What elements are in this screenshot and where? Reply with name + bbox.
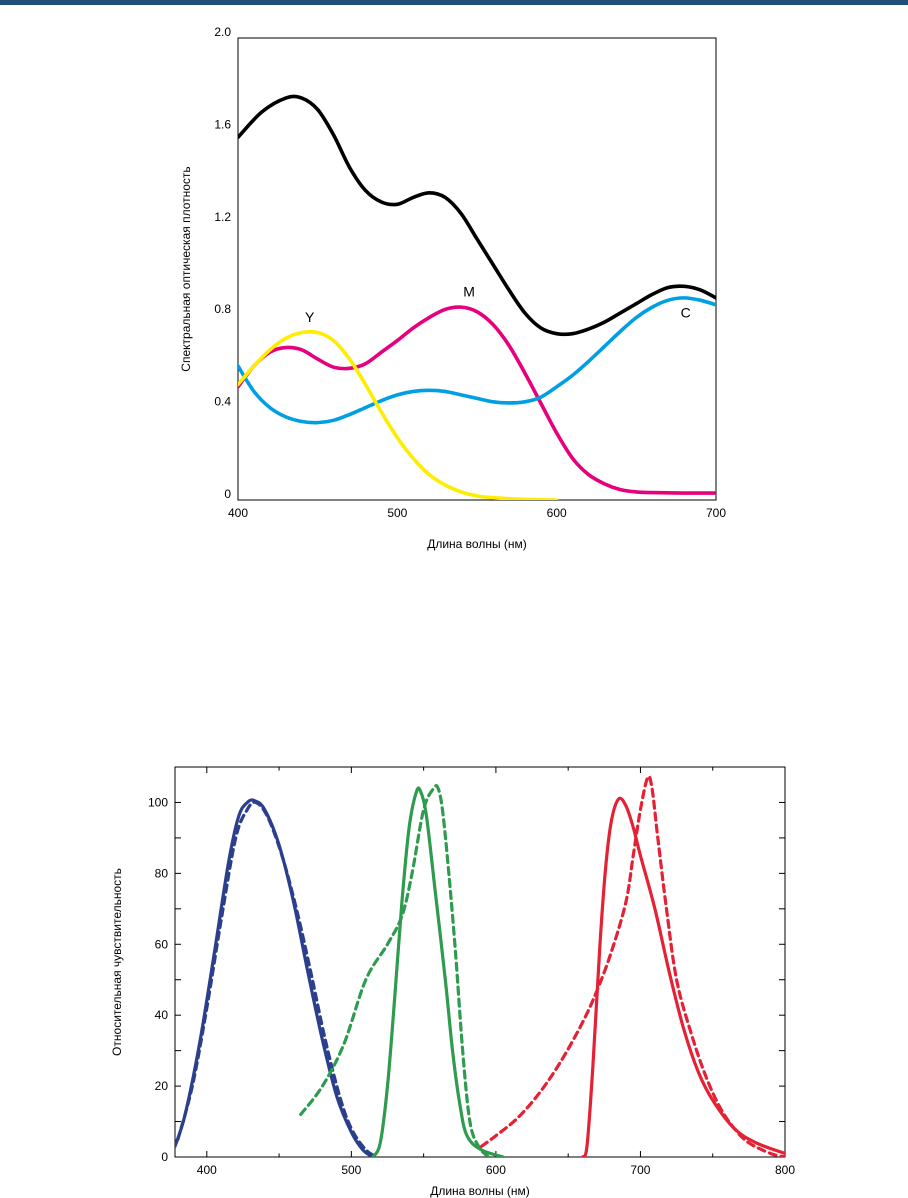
density-curve-label-y: Y bbox=[305, 309, 315, 325]
sensitivity-y-tick-label: 80 bbox=[155, 866, 169, 880]
density-curve-m bbox=[238, 305, 716, 495]
sensitivity-y-tick-label: 40 bbox=[155, 1008, 169, 1022]
sensitivity-x-tick-label: 800 bbox=[775, 1163, 795, 1177]
density-x-tick-label: 500 bbox=[387, 506, 407, 520]
sensitivity-y-axis-label: Относительная чувствительность bbox=[110, 868, 124, 1056]
sensitivity-x-axis-label: Длина волны (нм) bbox=[430, 1184, 530, 1198]
density-y-tick-label: 1.6 bbox=[214, 117, 231, 131]
density-x-tick-label: 400 bbox=[228, 506, 248, 520]
sensitivity-curve-series-2 bbox=[371, 786, 505, 1157]
sensitivity-plot-frame bbox=[174, 766, 786, 1158]
density-curve-y bbox=[238, 329, 559, 500]
sensitivity-curve-series-4 bbox=[581, 796, 785, 1157]
density-y-tick-label: 1.2 bbox=[214, 210, 231, 224]
density-curve-series-0 bbox=[238, 94, 716, 337]
density-y-tick-label: 0 bbox=[224, 487, 231, 501]
density-curve-c bbox=[238, 296, 716, 425]
density-curve-label-m: M bbox=[463, 284, 475, 300]
sensitivity-x-tick-label: 500 bbox=[341, 1163, 361, 1177]
density-plot-frame bbox=[237, 37, 717, 501]
density-curve-label-c: C bbox=[681, 305, 691, 321]
density-y-tick-label: 2.0 bbox=[214, 25, 231, 39]
sensitivity-y-tick-label: 100 bbox=[148, 795, 168, 809]
sensitivity-x-tick-label: 700 bbox=[630, 1163, 650, 1177]
density-y-tick-label: 0.4 bbox=[214, 395, 231, 409]
sensitivity-x-tick-label: 400 bbox=[197, 1163, 217, 1177]
sensitivity-curve-series-3-dashed bbox=[299, 784, 491, 1157]
density-x-axis-label: Длина волны (нм) bbox=[427, 537, 527, 551]
sensitivity-y-tick-label: 60 bbox=[155, 937, 169, 951]
sensitivity-x-tick-label: 600 bbox=[486, 1163, 506, 1177]
page-header-rule bbox=[0, 0, 908, 5]
sensitivity-y-tick-label: 0 bbox=[161, 1150, 168, 1164]
sensitivity-y-tick-label: 20 bbox=[155, 1079, 169, 1093]
density-y-tick-label: 0.8 bbox=[214, 302, 231, 316]
sensitivity-curve-series-5-dashed bbox=[479, 774, 785, 1157]
sensitivity-curve-series-1-dashed bbox=[176, 800, 379, 1157]
density-y-axis-label: Спектральная оптическая плотность bbox=[179, 166, 193, 371]
density-x-tick-label: 600 bbox=[547, 506, 567, 520]
density-x-tick-label: 700 bbox=[706, 506, 726, 520]
optical-density-chart: 400 500 600 700 0 0.4 0.8 1.2 1.6 2.0 Длина волны … bbox=[179, 25, 726, 551]
